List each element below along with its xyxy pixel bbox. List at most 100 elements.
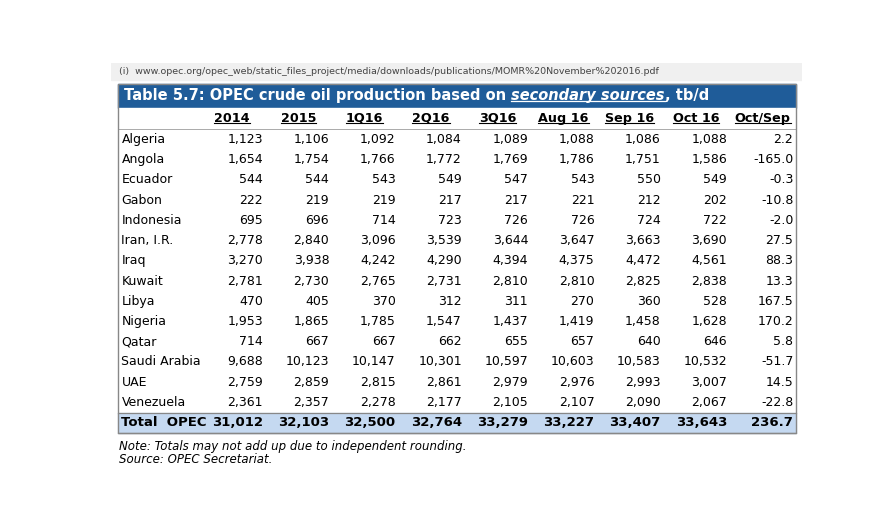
Text: Angola: Angola: [121, 153, 165, 166]
Text: 2,731: 2,731: [426, 275, 462, 288]
Text: Aug 16: Aug 16: [538, 112, 589, 125]
Text: UAE: UAE: [121, 376, 147, 388]
Text: 3,270: 3,270: [227, 254, 263, 267]
Text: 662: 662: [438, 335, 462, 348]
Text: 5.8: 5.8: [773, 335, 793, 348]
Bar: [118, 150, 796, 170]
Text: 1,754: 1,754: [293, 153, 330, 166]
Text: 33,227: 33,227: [544, 416, 594, 429]
Text: 1Q16: 1Q16: [346, 112, 383, 125]
Bar: [118, 413, 796, 433]
Text: 10,123: 10,123: [286, 355, 330, 369]
Text: 2.2: 2.2: [773, 133, 793, 146]
Text: 543: 543: [571, 173, 594, 186]
Text: 724: 724: [637, 214, 661, 227]
Text: 88.3: 88.3: [765, 254, 793, 267]
Bar: [118, 230, 796, 250]
Text: 1,419: 1,419: [559, 315, 594, 328]
Text: 2014: 2014: [215, 112, 249, 125]
Text: 202: 202: [703, 194, 727, 206]
Text: 32,500: 32,500: [345, 416, 396, 429]
Text: 1,751: 1,751: [625, 153, 661, 166]
Text: 2,778: 2,778: [227, 234, 263, 247]
Bar: [118, 210, 796, 230]
Text: 1,772: 1,772: [426, 153, 462, 166]
Text: 2,730: 2,730: [293, 275, 330, 288]
Bar: [118, 332, 796, 352]
Bar: [118, 311, 796, 332]
Bar: [118, 108, 796, 129]
Text: 722: 722: [703, 214, 727, 227]
Text: -10.8: -10.8: [761, 194, 793, 206]
Text: 696: 696: [306, 214, 330, 227]
Text: 4,375: 4,375: [559, 254, 594, 267]
Text: 222: 222: [240, 194, 263, 206]
Bar: [118, 84, 796, 433]
Text: 370: 370: [372, 295, 396, 308]
Text: 312: 312: [438, 295, 462, 308]
Bar: [118, 352, 796, 372]
Text: 10,532: 10,532: [683, 355, 727, 369]
Text: 3,539: 3,539: [426, 234, 462, 247]
Text: 550: 550: [637, 173, 661, 186]
Text: Iran, I.R.: Iran, I.R.: [121, 234, 174, 247]
Text: 726: 726: [571, 214, 594, 227]
Text: -2.0: -2.0: [769, 214, 793, 227]
Text: 3,647: 3,647: [559, 234, 594, 247]
Text: 9,688: 9,688: [227, 355, 263, 369]
Text: 32,764: 32,764: [411, 416, 462, 429]
Text: 1,586: 1,586: [691, 153, 727, 166]
Text: 2,861: 2,861: [426, 376, 462, 388]
Text: Table 5.7: OPEC crude oil production based on: Table 5.7: OPEC crude oil production bas…: [124, 88, 511, 103]
Text: 4,394: 4,394: [493, 254, 528, 267]
Text: Note: Totals may not add up due to independent rounding.: Note: Totals may not add up due to indep…: [119, 440, 467, 453]
Text: 1,766: 1,766: [360, 153, 396, 166]
Text: 1,089: 1,089: [493, 133, 528, 146]
Text: 1,092: 1,092: [360, 133, 396, 146]
Text: 723: 723: [438, 214, 462, 227]
Text: Total  OPEC: Total OPEC: [121, 416, 207, 429]
Text: 2,357: 2,357: [293, 396, 330, 409]
Bar: [118, 250, 796, 271]
Bar: [118, 190, 796, 210]
Text: Saudi Arabia: Saudi Arabia: [121, 355, 201, 369]
Text: 2,781: 2,781: [227, 275, 263, 288]
Text: -22.8: -22.8: [761, 396, 793, 409]
Text: 4,290: 4,290: [426, 254, 462, 267]
Text: 3,938: 3,938: [294, 254, 330, 267]
Text: 10,603: 10,603: [551, 355, 594, 369]
Text: -165.0: -165.0: [753, 153, 793, 166]
Text: 3Q16: 3Q16: [478, 112, 516, 125]
Text: 360: 360: [637, 295, 661, 308]
Text: 2,759: 2,759: [227, 376, 263, 388]
Text: -51.7: -51.7: [761, 355, 793, 369]
Text: 31,012: 31,012: [212, 416, 263, 429]
Text: 2,810: 2,810: [559, 275, 594, 288]
Text: Algeria: Algeria: [121, 133, 166, 146]
Text: , tb/d: , tb/d: [665, 88, 708, 103]
Text: 3,644: 3,644: [493, 234, 528, 247]
Bar: [118, 291, 796, 311]
Text: 657: 657: [570, 335, 594, 348]
Text: 33,407: 33,407: [609, 416, 661, 429]
Text: 2,361: 2,361: [227, 396, 263, 409]
Text: 1,865: 1,865: [293, 315, 330, 328]
Bar: [118, 129, 796, 150]
Text: Kuwait: Kuwait: [121, 275, 163, 288]
Text: Indonesia: Indonesia: [121, 214, 182, 227]
Text: 3,690: 3,690: [691, 234, 727, 247]
Text: 2,278: 2,278: [360, 396, 396, 409]
Text: 646: 646: [703, 335, 727, 348]
Text: 170.2: 170.2: [757, 315, 793, 328]
Text: 217: 217: [504, 194, 528, 206]
Text: 1,437: 1,437: [493, 315, 528, 328]
Text: 13.3: 13.3: [765, 275, 793, 288]
Text: 3,096: 3,096: [360, 234, 396, 247]
Text: 470: 470: [239, 295, 263, 308]
Bar: [118, 84, 796, 108]
Text: -0.3: -0.3: [769, 173, 793, 186]
Text: 2,177: 2,177: [426, 396, 462, 409]
Text: 2,979: 2,979: [493, 376, 528, 388]
Text: 167.5: 167.5: [757, 295, 793, 308]
Text: 219: 219: [372, 194, 396, 206]
